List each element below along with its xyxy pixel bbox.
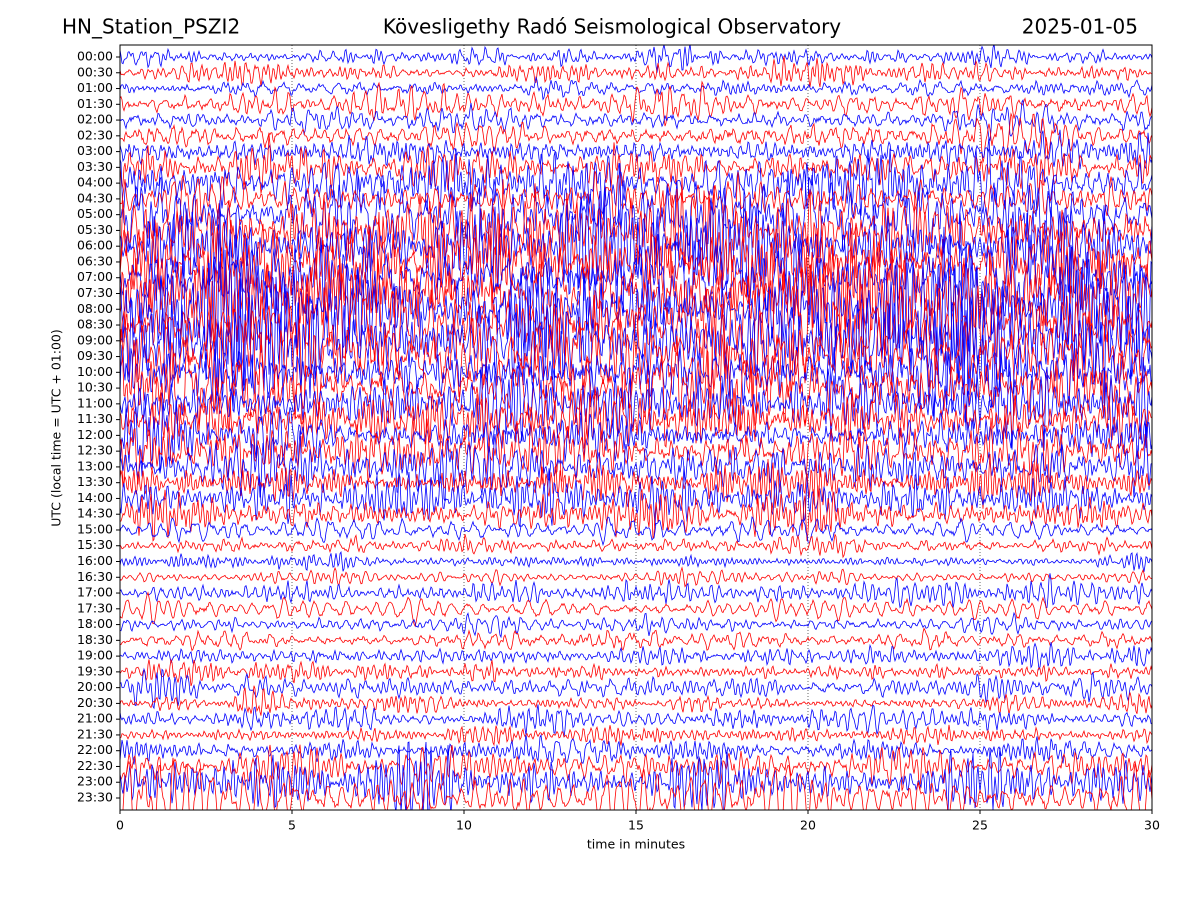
y-tick-label: 11:00 [77, 395, 113, 410]
y-tick-label: 06:30 [77, 253, 113, 268]
y-tick-label: 19:00 [77, 648, 113, 663]
seismic-trace [120, 667, 1152, 710]
seismic-trace [120, 466, 1152, 527]
seismic-trace [120, 112, 1152, 164]
y-tick-label: 15:30 [77, 537, 113, 552]
traces [120, 45, 1152, 810]
y-tick-label: 06:00 [77, 238, 113, 253]
seismic-trace [120, 485, 1152, 542]
seismic-trace [120, 392, 1152, 477]
y-tick-label: 13:00 [77, 458, 113, 473]
seismic-trace [120, 516, 1152, 547]
y-tick-label: 10:00 [77, 364, 113, 379]
y-tick-label: 22:00 [77, 742, 113, 757]
y-tick-label: 09:00 [77, 332, 113, 347]
y-tick-label: 18:30 [77, 632, 113, 647]
x-tick-label: 20 [800, 818, 816, 833]
seismic-trace [120, 704, 1152, 738]
seismic-trace [120, 724, 1152, 747]
seismic-trace [120, 75, 1152, 101]
x-tick-label: 0 [116, 818, 124, 833]
x-tick-label: 30 [1144, 818, 1160, 833]
y-tick-label: 03:30 [77, 159, 113, 174]
y-tick-label: 00:00 [77, 49, 113, 64]
y-tick-label: 05:00 [77, 206, 113, 221]
y-tick-label: 08:00 [77, 301, 113, 316]
y-tick-label: 07:00 [77, 269, 113, 284]
y-axis-label: UTC (local time = UTC + 01:00) [49, 329, 64, 527]
y-tick-label: 23:30 [77, 790, 113, 805]
seismic-trace [120, 356, 1152, 451]
seismic-trace [120, 627, 1152, 652]
y-tick-label: 02:30 [77, 127, 113, 142]
seismic-trace [120, 56, 1152, 88]
y-tick-label: 16:00 [77, 553, 113, 568]
seismic-trace [120, 611, 1152, 639]
seismic-trace [120, 685, 1152, 716]
y-tick-label: 17:00 [77, 585, 113, 600]
y-tick-label: 04:00 [77, 175, 113, 190]
x-axis-label: time in minutes [587, 837, 685, 852]
y-tick-label: 14:00 [77, 490, 113, 505]
y-tick-label: 19:30 [77, 663, 113, 678]
seismic-trace [120, 533, 1152, 559]
y-tick-label: 13:30 [77, 474, 113, 489]
y-tick-label: 16:30 [77, 569, 113, 584]
station-label: HN_Station_PSZI2 [62, 15, 240, 39]
chart-title: Kövesligethy Radó Seismological Observat… [383, 15, 841, 39]
seismic-trace [120, 734, 1152, 765]
seismic-trace [120, 423, 1152, 502]
y-tick-label: 21:00 [77, 711, 113, 726]
seismic-trace [122, 757, 1152, 810]
seismic-trace [120, 137, 1152, 233]
y-tick-label: 22:30 [77, 758, 113, 773]
seismic-trace [120, 591, 1152, 627]
seismic-trace [120, 566, 1152, 588]
x-tick-label: 5 [288, 818, 296, 833]
y-tick-label: 23:00 [77, 774, 113, 789]
seismic-trace [120, 134, 1152, 195]
y-tick-label: 17:30 [77, 600, 113, 615]
seismic-trace [120, 45, 1152, 73]
x-tick-label: 15 [628, 818, 644, 833]
seismic-trace [120, 170, 1152, 235]
y-tick-label: 20:00 [77, 679, 113, 694]
date-label: 2025-01-05 [1022, 15, 1138, 39]
y-tick-label: 12:30 [77, 443, 113, 458]
x-tick-label: 25 [972, 818, 988, 833]
plot-frame [119, 44, 1153, 811]
seismic-trace [120, 642, 1152, 671]
seismic-trace [120, 744, 1152, 796]
y-tick-label: 01:30 [77, 96, 113, 111]
seismic-trace [120, 550, 1152, 572]
seismic-trace [120, 98, 1152, 142]
seismic-trace [120, 212, 1152, 314]
seismic-trace [120, 177, 1152, 279]
seismic-trace [120, 573, 1152, 609]
y-tick-label: 02:00 [77, 112, 113, 127]
seismic-trace [120, 274, 1152, 447]
seismic-trace [120, 329, 1152, 448]
y-tick-label: 20:30 [77, 695, 113, 710]
y-tick-label: 14:30 [77, 506, 113, 521]
seismic-trace [120, 129, 1152, 170]
y-tick-label: 11:30 [77, 411, 113, 426]
y-tick-label: 18:00 [77, 616, 113, 631]
y-tick-label: 09:30 [77, 348, 113, 363]
y-tick-label: 03:00 [77, 143, 113, 158]
y-tick-label: 05:30 [77, 222, 113, 237]
y-tick-label: 04:30 [77, 190, 113, 205]
y-tick-label: 01:00 [77, 80, 113, 95]
y-tick-label: 00:30 [77, 64, 113, 79]
y-tick-label: 08:30 [77, 317, 113, 332]
y-tick-label: 15:00 [77, 521, 113, 536]
y-tick-label: 21:30 [77, 726, 113, 741]
y-tick-label: 10:30 [77, 380, 113, 395]
x-tick-label: 10 [456, 818, 472, 833]
y-tick-label: 07:30 [77, 285, 113, 300]
seismic-trace [120, 658, 1152, 687]
y-tick-label: 12:00 [77, 427, 113, 442]
